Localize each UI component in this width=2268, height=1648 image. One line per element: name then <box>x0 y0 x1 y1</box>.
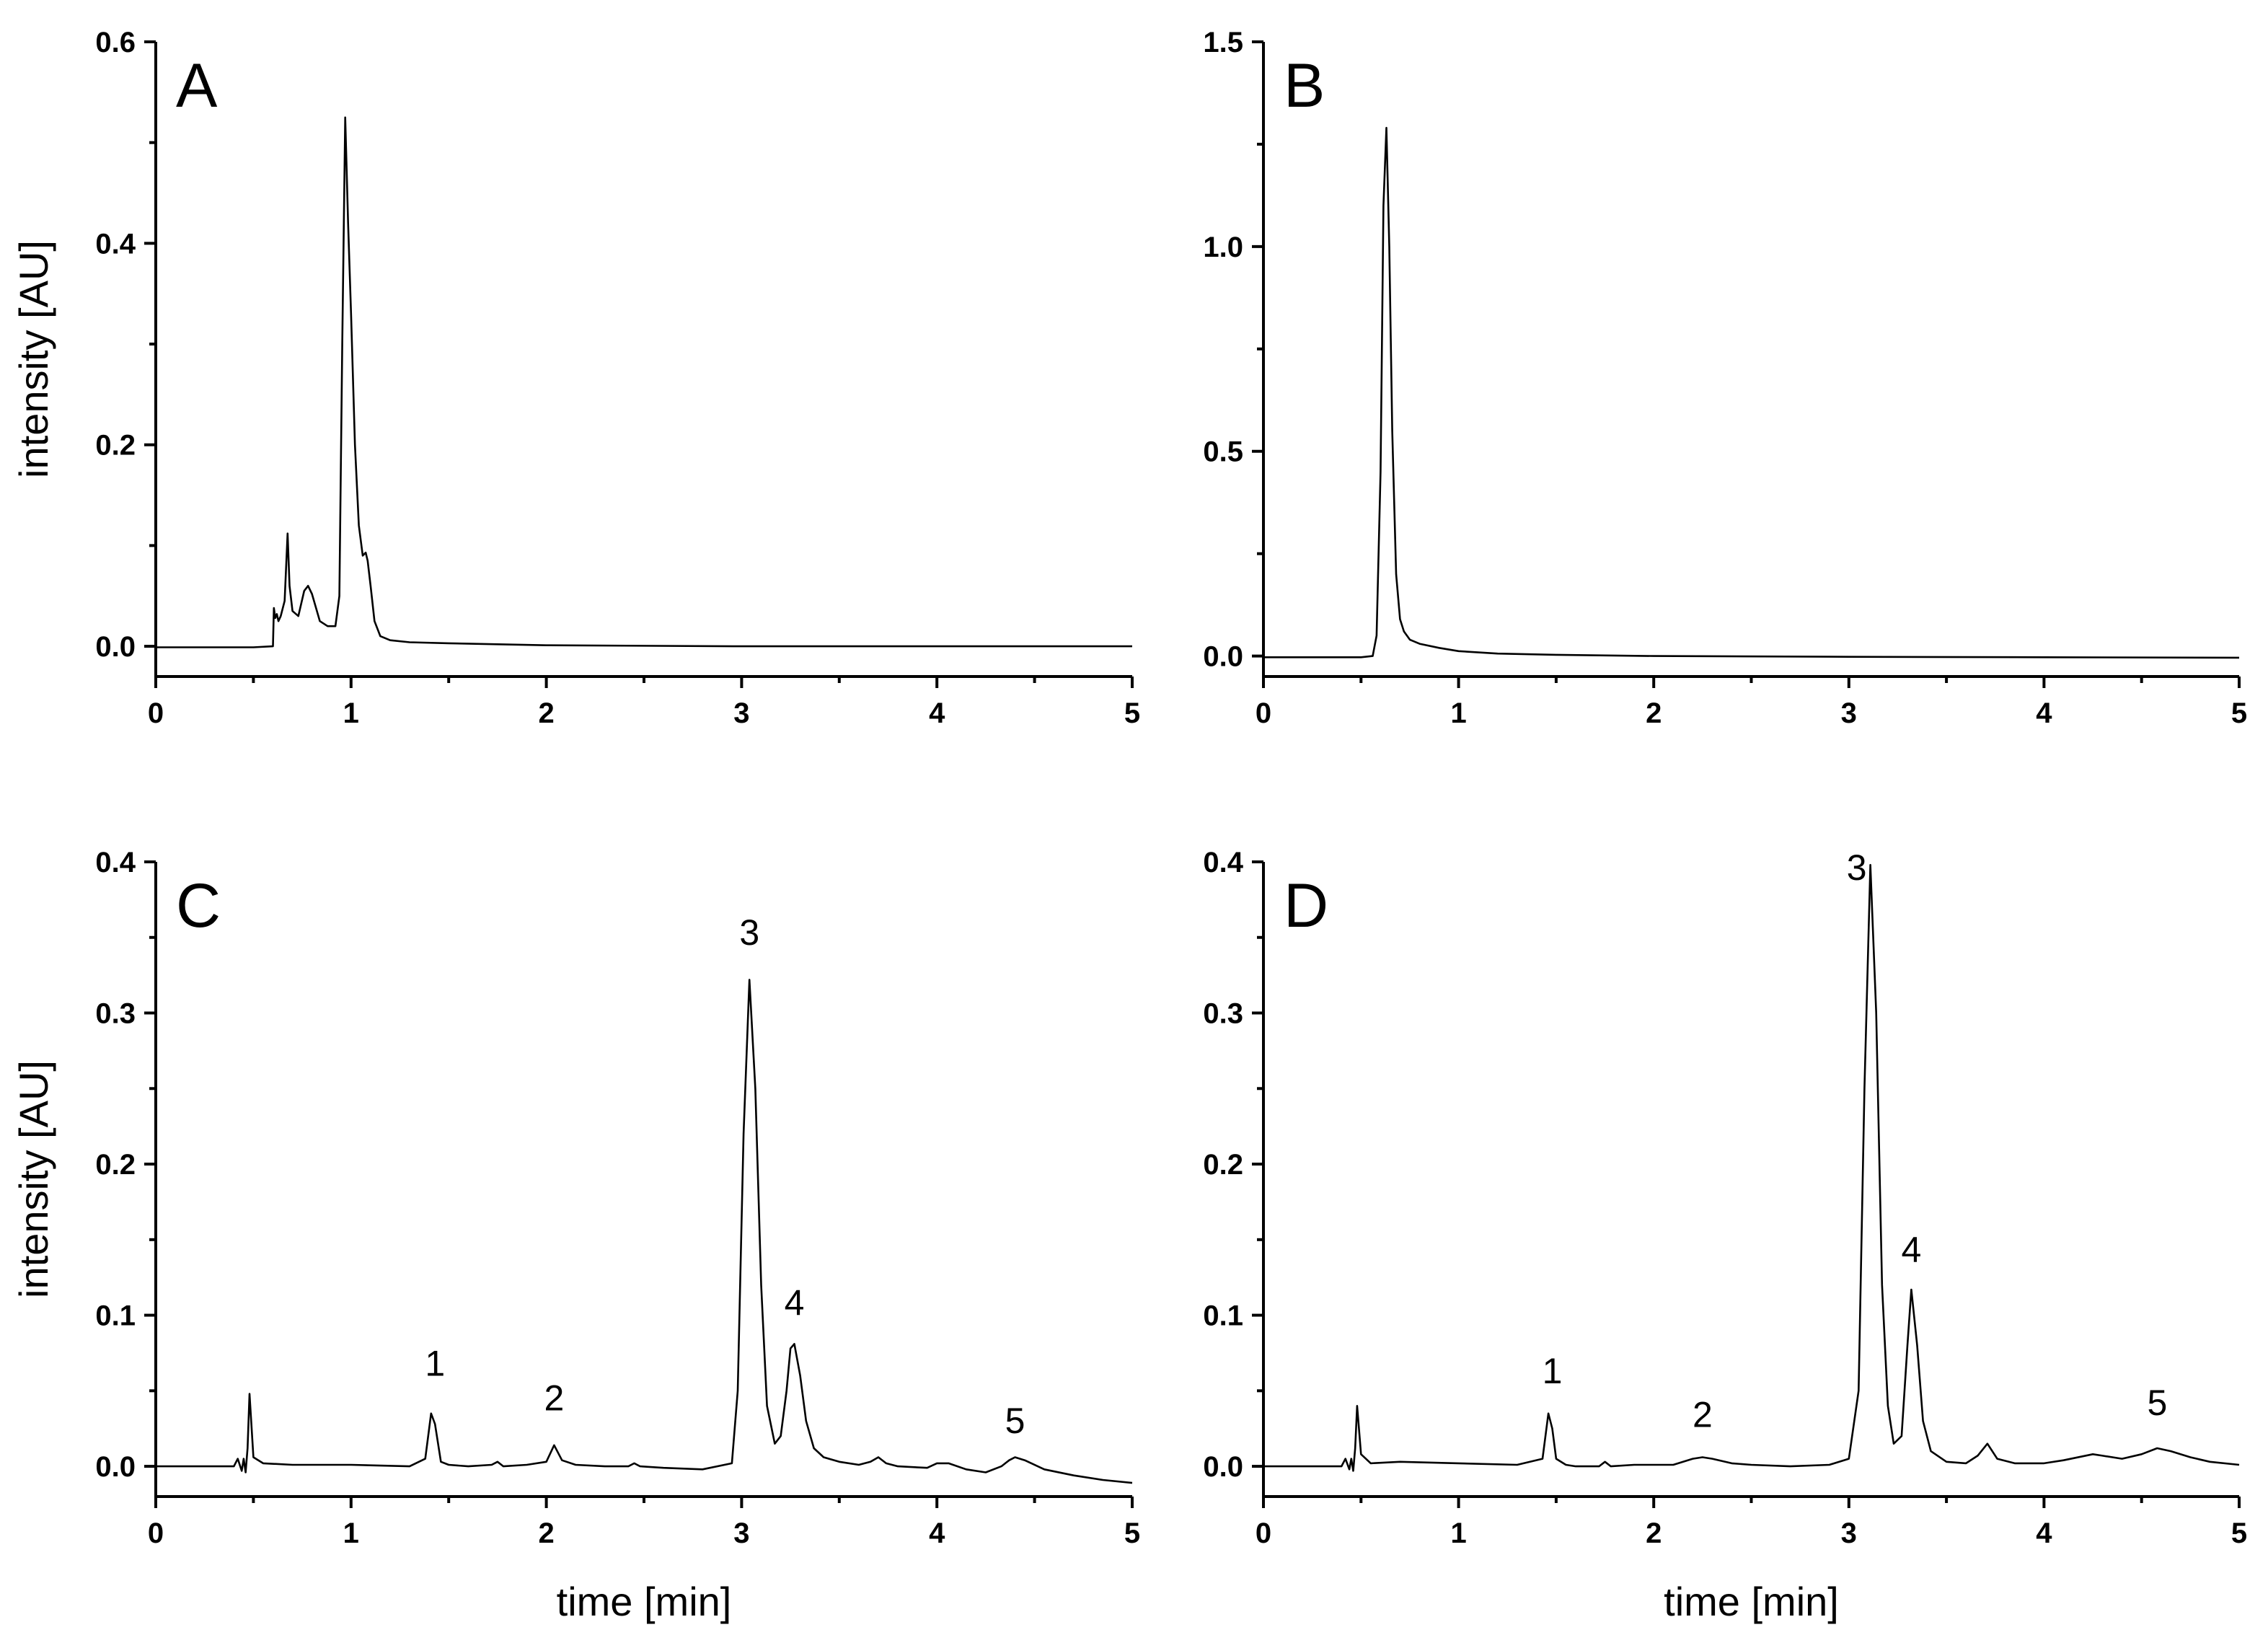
x-axis-title-c: time [min] <box>557 1579 732 1624</box>
y-tick-label-d: 0.3 <box>1203 998 1243 1030</box>
y-tick-label-b: 0.0 <box>1203 641 1243 673</box>
x-tick-label-c: 2 <box>538 1517 554 1549</box>
panel-d: 0 1 2 3 4 5 0.0 0.1 0.2 0.3 0.4 D 1 2 3 4 5 time [min] <box>1203 847 2247 1624</box>
x-tick-label-d: 0 <box>1256 1517 1271 1549</box>
y-tick-label-a: 0.6 <box>95 27 136 58</box>
peak-label-d: 1 <box>1543 1351 1563 1391</box>
x-tick-label-c: 0 <box>148 1517 164 1549</box>
peak-label-c: 3 <box>739 912 759 953</box>
panel-letter-b: B <box>1284 51 1325 120</box>
chromatogram-trace-a <box>156 116 1132 648</box>
x-tick-label-d: 5 <box>2231 1517 2247 1549</box>
y-tick-label-b: 1.0 <box>1203 232 1243 263</box>
x-tick-label-c: 3 <box>733 1517 749 1549</box>
x-tick-label-c: 5 <box>1124 1517 1140 1549</box>
x-tick-label-b: 4 <box>2036 697 2052 729</box>
y-tick-label-c: 0.1 <box>95 1300 136 1332</box>
y-axis-title-a: intensity [AU] <box>11 240 56 478</box>
x-tick-label-b: 2 <box>1646 697 1662 729</box>
peak-label-c: 1 <box>425 1343 445 1383</box>
y-tick-label-b: 1.5 <box>1203 27 1243 58</box>
peak-label-d: 3 <box>1847 847 1867 888</box>
x-tick-label-a: 2 <box>538 697 554 729</box>
y-tick-label-c: 0.3 <box>95 998 136 1030</box>
x-tick-label-b: 0 <box>1256 697 1271 729</box>
y-tick-label-d: 0.1 <box>1203 1300 1243 1332</box>
peak-label-d: 5 <box>2147 1383 2167 1423</box>
y-tick-label-a: 0.2 <box>95 430 136 462</box>
x-tick-label-c: 4 <box>929 1517 945 1549</box>
x-tick-label-a: 5 <box>1124 697 1140 729</box>
x-tick-label-b: 1 <box>1450 697 1466 729</box>
peak-label-d: 4 <box>1901 1230 1921 1270</box>
y-tick-label-c: 0.2 <box>95 1149 136 1181</box>
chromatogram-trace-c <box>156 979 1133 1484</box>
y-tick-label-c: 0.0 <box>95 1451 136 1483</box>
x-tick-label-d: 2 <box>1646 1517 1662 1549</box>
peak-label-c: 2 <box>544 1378 565 1419</box>
y-tick-label-a: 0.4 <box>95 228 136 260</box>
y-tick-label-d: 0.2 <box>1203 1149 1243 1181</box>
panel-letter-c: C <box>176 871 221 940</box>
y-tick-label-a: 0.0 <box>95 631 136 663</box>
y-tick-label-d: 0.4 <box>1203 847 1243 878</box>
panel-letter-a: A <box>176 51 218 120</box>
x-tick-label-a: 3 <box>733 697 749 729</box>
peak-label-c: 5 <box>1005 1401 1025 1441</box>
x-tick-label-a: 0 <box>148 697 164 729</box>
x-tick-label-d: 1 <box>1450 1517 1466 1549</box>
y-tick-label-c: 0.4 <box>95 847 136 878</box>
panel-letter-d: D <box>1284 871 1328 940</box>
x-axis-title-d: time [min] <box>1664 1579 1839 1624</box>
y-axis-title-c: intensity [AU] <box>11 1060 56 1298</box>
x-tick-label-c: 1 <box>343 1517 359 1549</box>
chromatogram-trace-b <box>1263 126 2240 659</box>
x-tick-label-b: 3 <box>1841 697 1857 729</box>
peak-label-c: 4 <box>785 1283 805 1323</box>
x-tick-label-d: 3 <box>1841 1517 1857 1549</box>
chromatogram-trace-d <box>1263 863 2240 1472</box>
peak-label-d: 2 <box>1693 1395 1713 1435</box>
y-tick-label-b: 0.5 <box>1203 436 1243 468</box>
x-tick-label-a: 4 <box>929 697 945 729</box>
panel-c: 0 1 2 3 4 5 0.0 0.1 0.2 0.3 0.4 C 1 2 3 4 5 intensity [AU… <box>11 847 1140 1624</box>
x-tick-label-a: 1 <box>343 697 359 729</box>
y-tick-label-d: 0.0 <box>1203 1451 1243 1483</box>
panel-b: 0 1 2 3 4 5 0.0 0.5 1.0 1.5 B <box>1203 27 2247 729</box>
x-tick-label-d: 4 <box>2036 1517 2052 1549</box>
x-tick-label-b: 5 <box>2231 697 2247 729</box>
